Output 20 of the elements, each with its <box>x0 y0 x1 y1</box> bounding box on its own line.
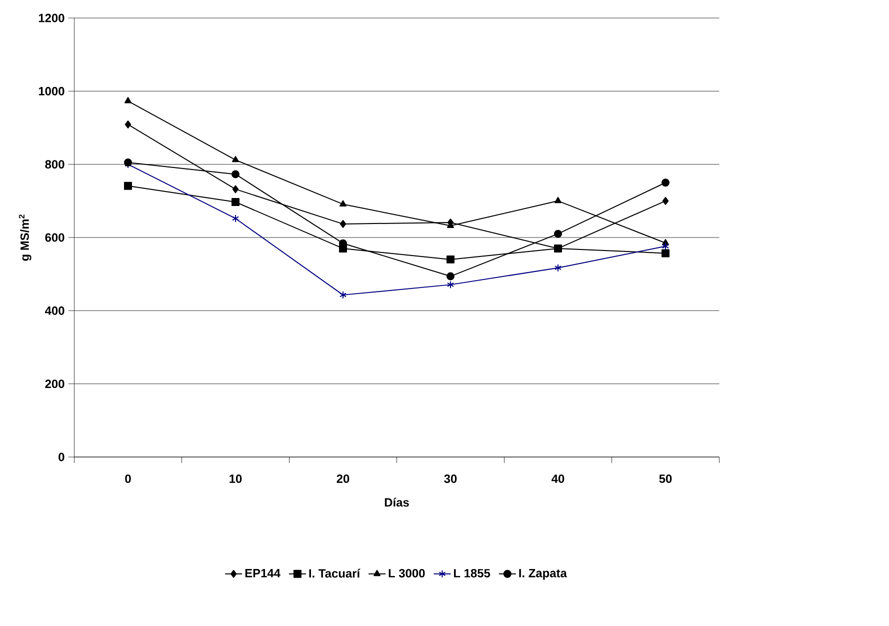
y-tick-label: 600 <box>45 233 64 242</box>
legend-label: I. Tacuarí <box>309 568 360 578</box>
x-tick-label: 10 <box>230 474 242 483</box>
y-axis-title: g MS/m$^{2}$ <box>18 214 32 261</box>
y-tick-label: 800 <box>45 160 64 169</box>
y-tick-label: 0 <box>58 452 64 462</box>
x-tick-label: 20 <box>336 474 350 483</box>
x-tick-label: 40 <box>552 474 564 483</box>
x-tick-label: 0 <box>125 474 131 483</box>
y-tick-label: 1000 <box>38 86 64 96</box>
x-tick-label: 30 <box>444 474 457 483</box>
legend-label: L 1855 <box>454 568 490 578</box>
y-tick-label: 1200 <box>38 14 64 22</box>
y-tick-label: 400 <box>44 306 64 315</box>
legend-label: I. Zapata <box>519 569 567 580</box>
legend-label: EP144 <box>245 569 280 578</box>
x-axis-title: Días <box>384 498 409 507</box>
y-tick-label: 200 <box>45 380 64 388</box>
x-tick-label: 50 <box>659 474 672 483</box>
legend-label: L 3000 <box>388 568 425 578</box>
